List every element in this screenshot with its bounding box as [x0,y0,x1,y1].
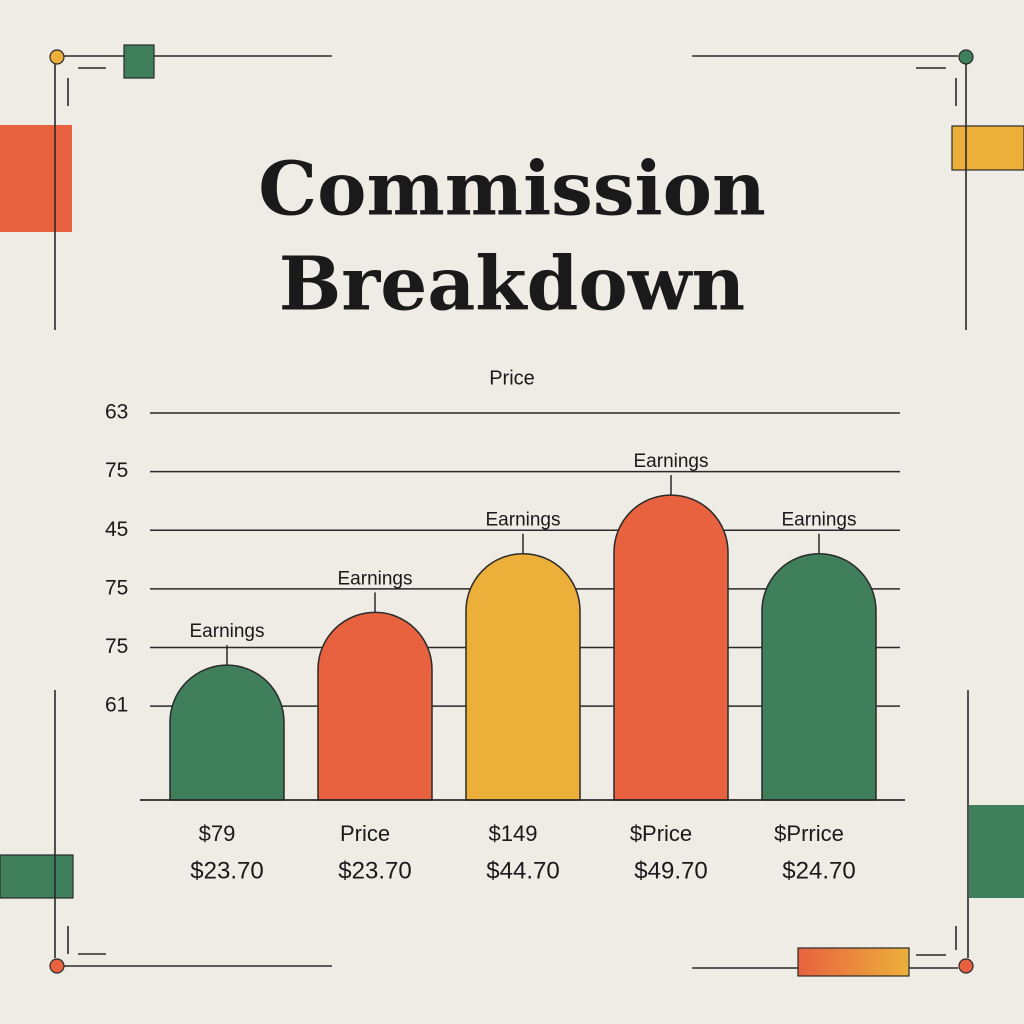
y-tick-label: 75 [105,635,128,658]
data-annotation: Earnings [782,510,857,531]
bar [761,553,877,801]
axis-label: Price [489,367,535,389]
data-annotation: Earnings [338,568,413,589]
y-tick-label: 75 [105,576,128,599]
x-sub-label: $23.70 [338,857,411,884]
x-sub-label: $49.70 [634,857,707,884]
data-annotation: Earnings [634,451,709,472]
bar [317,611,433,801]
x-tick-label: $Price [630,821,692,846]
bar [169,664,285,801]
x-sub-label: $24.70 [782,857,855,884]
decoration [0,44,1024,977]
chart-title: Commission [258,147,766,233]
x-tick-label: $Prrice [774,821,844,846]
x-tick-label: $79 [199,821,236,846]
bar [613,494,729,801]
bar [465,553,581,801]
x-sub-label: $23.70 [190,857,263,884]
data-annotation: Earnings [486,510,561,531]
x-tick-label: $149 [489,821,538,846]
y-tick-label: 63 [105,401,128,424]
x-sub-label: $44.70 [486,857,559,884]
x-tick-label: Price [340,821,390,846]
y-tick-label: 45 [105,518,128,541]
y-tick-label: 75 [105,459,128,482]
y-tick-label: 61 [105,694,128,717]
data-annotation: Earnings [190,621,265,642]
chart-title: Breakdown [279,242,745,328]
